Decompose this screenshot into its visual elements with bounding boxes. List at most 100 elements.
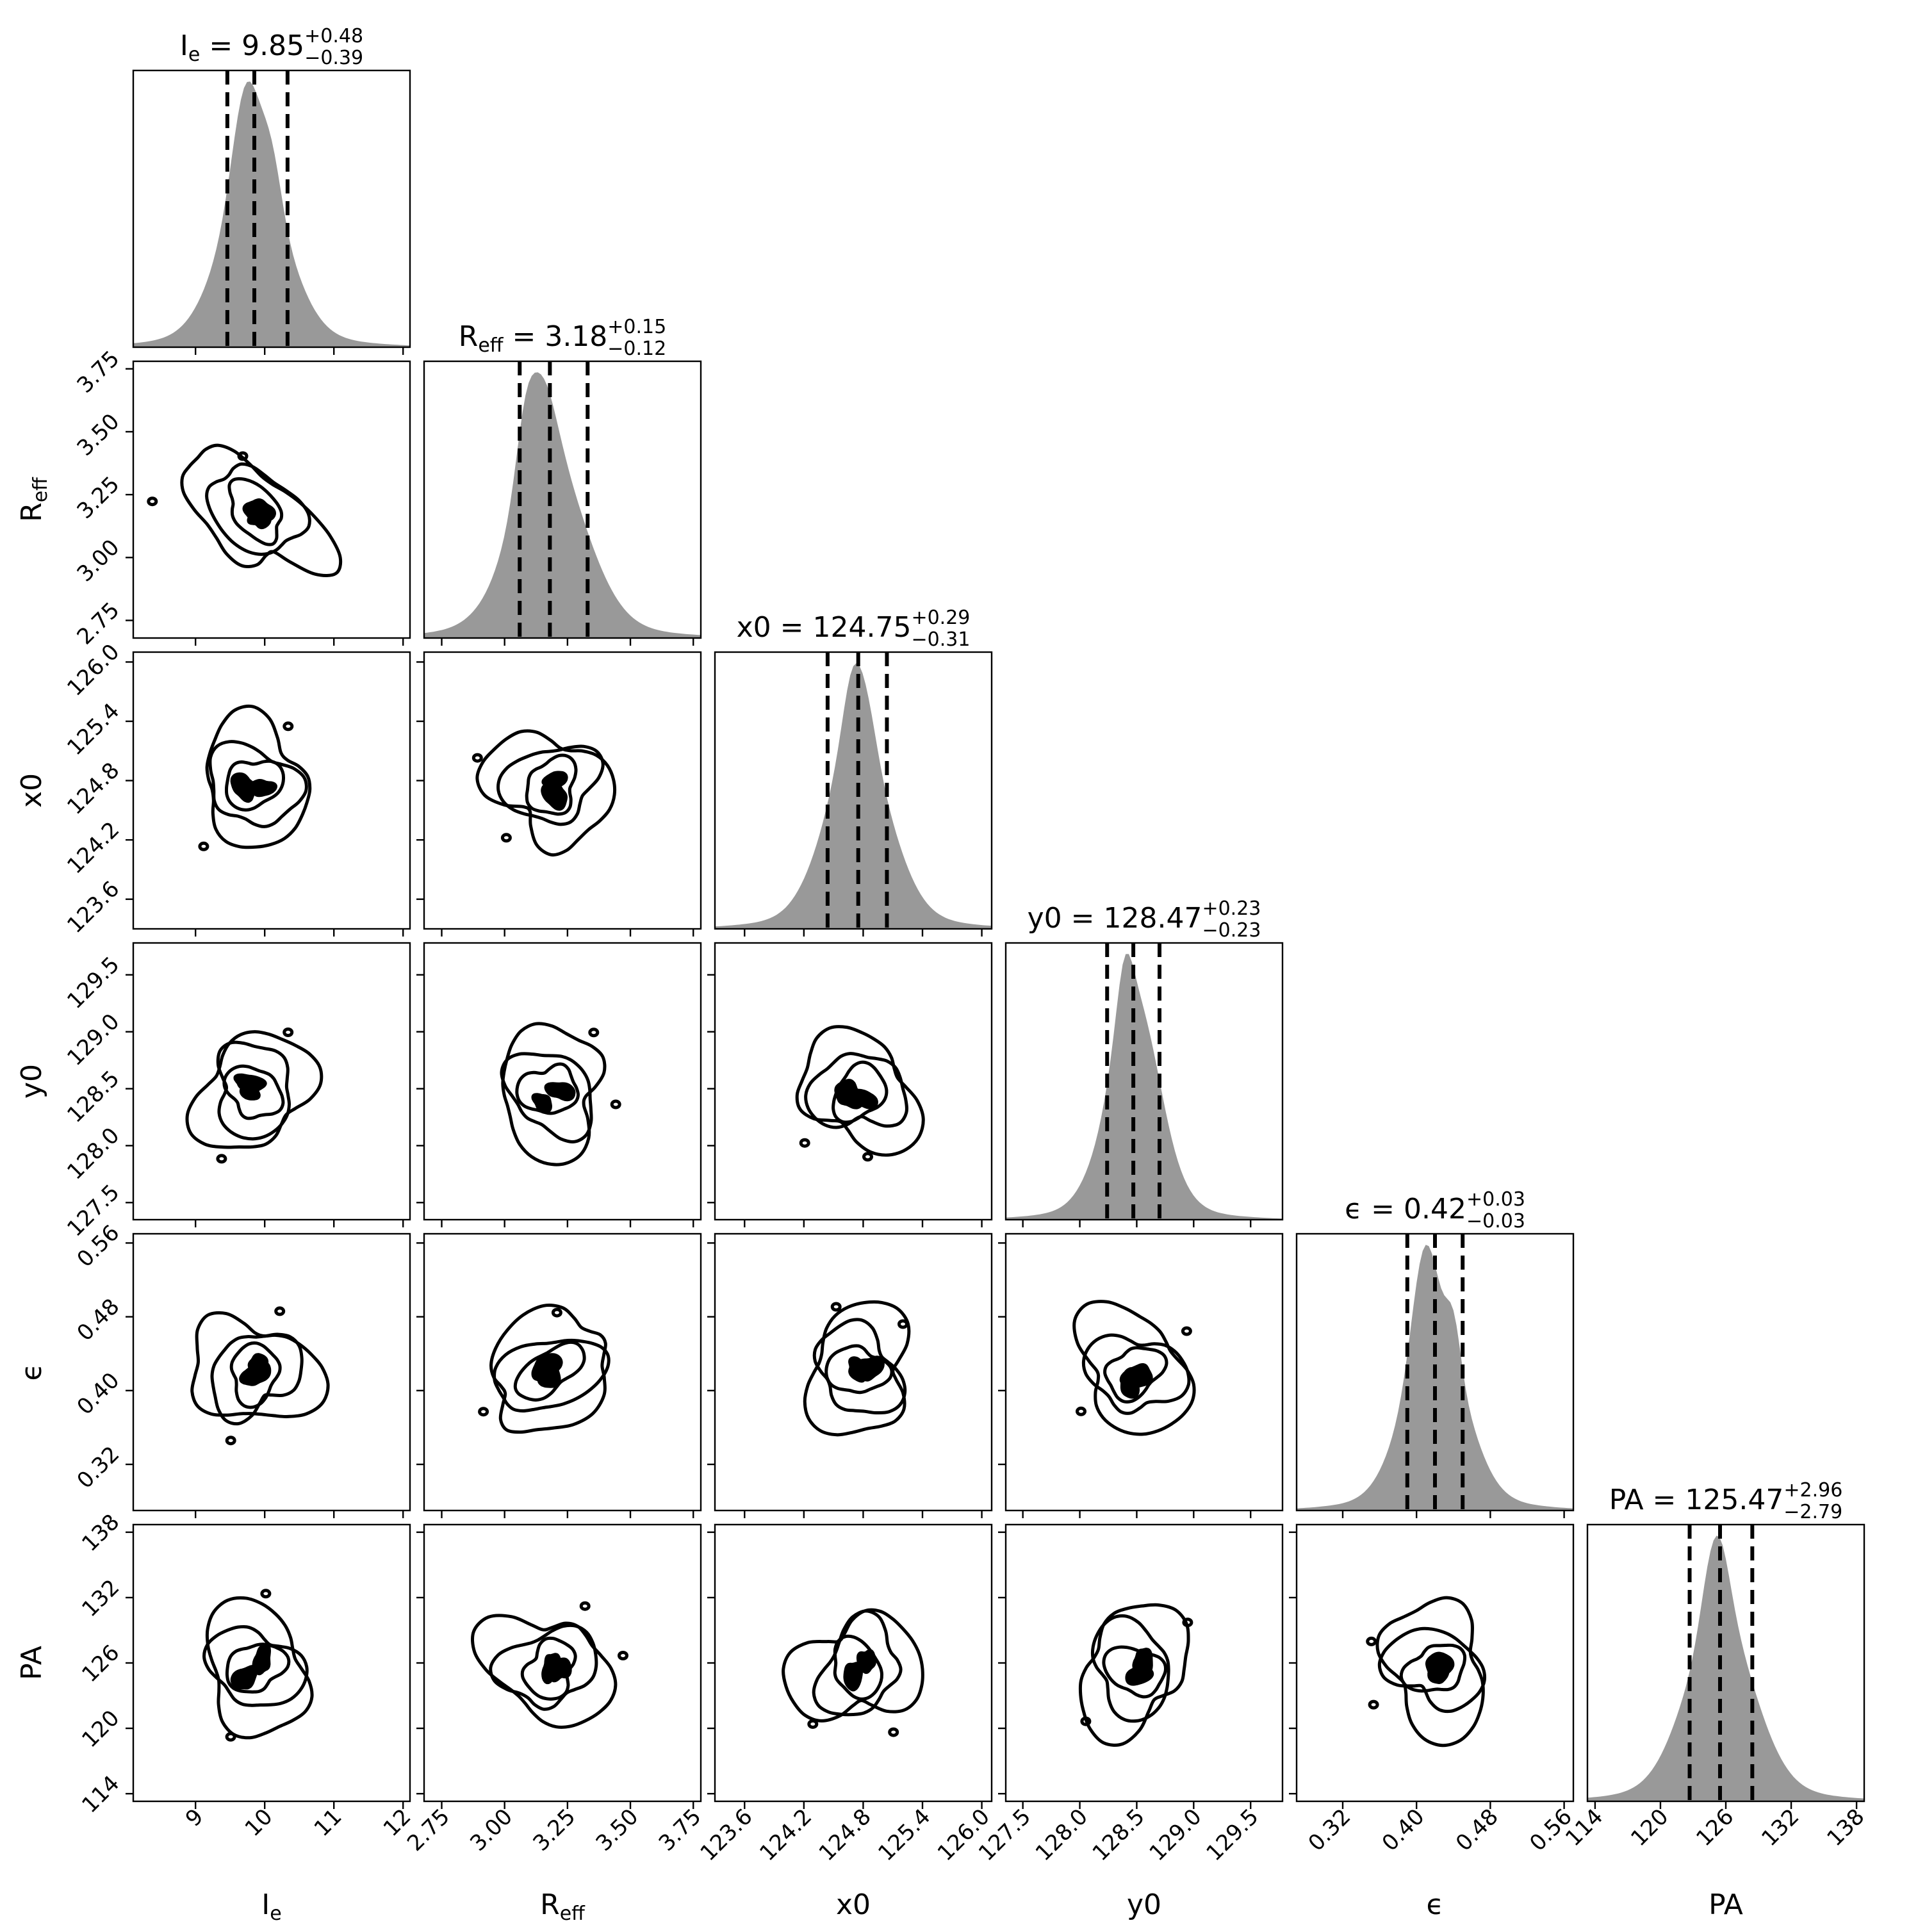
contour-core bbox=[1132, 1648, 1153, 1677]
histogram-Reff bbox=[424, 372, 701, 638]
y-tick-label: 114 bbox=[77, 1771, 124, 1818]
contour-island bbox=[588, 1027, 600, 1038]
y-tick-label: 128.0 bbox=[62, 1122, 124, 1184]
title-value: = 9.85 bbox=[200, 29, 304, 62]
x-tick-label: 129.5 bbox=[1201, 1804, 1263, 1866]
contour-level-2 bbox=[493, 1338, 611, 1413]
title-symbol: y0 bbox=[1028, 902, 1062, 935]
y-tick-label: 138 bbox=[77, 1509, 124, 1557]
x-tick-label: 9 bbox=[181, 1804, 209, 1832]
contour-level-2 bbox=[1377, 1626, 1487, 1714]
hist-frame-eps bbox=[1295, 1232, 1575, 1512]
x-tick-label: 0.32 bbox=[1304, 1804, 1356, 1856]
title-subscript: e bbox=[188, 44, 200, 66]
x-tick-label: 125.4 bbox=[873, 1804, 935, 1866]
contour-core bbox=[252, 1642, 272, 1676]
title-symbol: R bbox=[459, 320, 479, 353]
y-tick-label: 124.8 bbox=[62, 758, 124, 820]
y-axis-label-y0: y0 bbox=[15, 1064, 48, 1099]
contour-level-3 bbox=[224, 759, 286, 812]
contour-core bbox=[531, 1353, 563, 1382]
x-tick-label: 124.2 bbox=[755, 1804, 817, 1866]
x-axis-label-Ie: Ie bbox=[261, 1888, 281, 1925]
hist-panel-Ie: Ie = 9.85+0.48−0.39 bbox=[132, 25, 411, 355]
contour-panel-Ie-Reff bbox=[126, 360, 411, 646]
y-tick-label: 123.6 bbox=[62, 876, 124, 938]
x-tick-label: 114 bbox=[1561, 1804, 1608, 1851]
x-tick-label: 0.48 bbox=[1451, 1804, 1504, 1856]
panel-frame-Reff-eps bbox=[423, 1232, 702, 1512]
contour-island bbox=[283, 721, 294, 732]
histogram-x0 bbox=[715, 663, 992, 929]
contour-level-2 bbox=[804, 1052, 909, 1129]
title-err-plus: +0.03 bbox=[1466, 1188, 1525, 1211]
title-err-plus: +0.15 bbox=[607, 316, 666, 338]
contour-panel-x0-eps bbox=[707, 1232, 993, 1518]
contour-island bbox=[500, 833, 512, 843]
y-axis-label-PA: PA bbox=[15, 1646, 48, 1680]
contour-level-1 bbox=[190, 1311, 330, 1418]
x-tick-label: 10 bbox=[240, 1804, 278, 1842]
contour-core bbox=[230, 772, 258, 803]
y-tick-label: 126.0 bbox=[62, 639, 124, 701]
y-tick-label: 0.32 bbox=[72, 1441, 125, 1494]
x-tick-label: 0.40 bbox=[1377, 1804, 1430, 1856]
contour-level-3 bbox=[525, 753, 578, 816]
contour-level-2 bbox=[812, 1318, 907, 1415]
title-Reff: Reff = 3.18+0.15 bbox=[459, 316, 666, 357]
contour-island bbox=[216, 1154, 227, 1164]
contour-island bbox=[225, 1436, 236, 1446]
panel-frame-Ie-eps bbox=[132, 1232, 411, 1512]
contour-core bbox=[233, 1073, 267, 1092]
x-axis-label-eps: ϵ bbox=[1426, 1888, 1443, 1921]
x-tick-label: 3.25 bbox=[528, 1804, 580, 1856]
title-PA: PA = 125.47+2.96 bbox=[1609, 1479, 1843, 1516]
y-tick-label: 128.5 bbox=[62, 1066, 124, 1128]
title-symbol: ϵ bbox=[1345, 1193, 1362, 1225]
contour-panel-Reff-PA bbox=[416, 1523, 702, 1809]
y-axis-eps: 0.320.400.480.56ϵ bbox=[15, 1220, 124, 1493]
contour-core bbox=[230, 1664, 258, 1690]
histogram-Ie bbox=[133, 81, 410, 348]
contour-level-2 bbox=[496, 744, 605, 826]
contour-panel-Ie-eps bbox=[126, 1232, 411, 1518]
x-tick-label: 3.50 bbox=[591, 1804, 644, 1856]
y-tick-label: 0.48 bbox=[72, 1294, 125, 1347]
y-tick-label: 124.2 bbox=[62, 817, 124, 879]
x-axis-label-PA: PA bbox=[1709, 1888, 1743, 1921]
contour-core bbox=[848, 1088, 878, 1109]
contour-island bbox=[618, 1651, 628, 1660]
x-axis-label-Reff: Reff bbox=[540, 1888, 586, 1925]
hist-frame-y0 bbox=[1004, 942, 1284, 1221]
contour-island bbox=[898, 1319, 908, 1329]
x-tick-label: 120 bbox=[1626, 1804, 1673, 1851]
title-value: = 128.47 bbox=[1062, 902, 1202, 935]
histogram-PA bbox=[1587, 1535, 1864, 1801]
contour-level-2 bbox=[216, 1040, 291, 1141]
title-err-minus-PA: −2.79 bbox=[1783, 1501, 1842, 1523]
title-x0: x0 = 124.75+0.29 bbox=[737, 607, 971, 644]
panel-frame-Ie-Reff bbox=[132, 360, 411, 639]
contour-panel-Reff-x0 bbox=[416, 651, 702, 937]
contour-level-3 bbox=[222, 1064, 285, 1120]
contour-island bbox=[888, 1727, 899, 1737]
contour-level-2 bbox=[500, 1052, 593, 1143]
x-tick-label: 2.75 bbox=[402, 1804, 455, 1856]
title-Ie: Ie = 9.85+0.48 bbox=[180, 25, 363, 66]
y-tick-label: 132 bbox=[77, 1575, 124, 1622]
contour-panel-x0-PA bbox=[707, 1523, 993, 1809]
title-symbol: PA bbox=[1609, 1484, 1644, 1516]
y-tick-label: 3.75 bbox=[72, 346, 125, 398]
x-tick-label: 126 bbox=[1691, 1804, 1739, 1851]
contour-island bbox=[807, 1719, 819, 1729]
contour-island bbox=[1076, 1406, 1086, 1416]
contour-island bbox=[830, 1302, 842, 1312]
contour-panel-Reff-y0 bbox=[416, 942, 702, 1227]
x-tick-label: 128.0 bbox=[1031, 1804, 1093, 1866]
contour-island bbox=[471, 753, 483, 763]
contour-panel-x0-y0 bbox=[707, 942, 993, 1227]
